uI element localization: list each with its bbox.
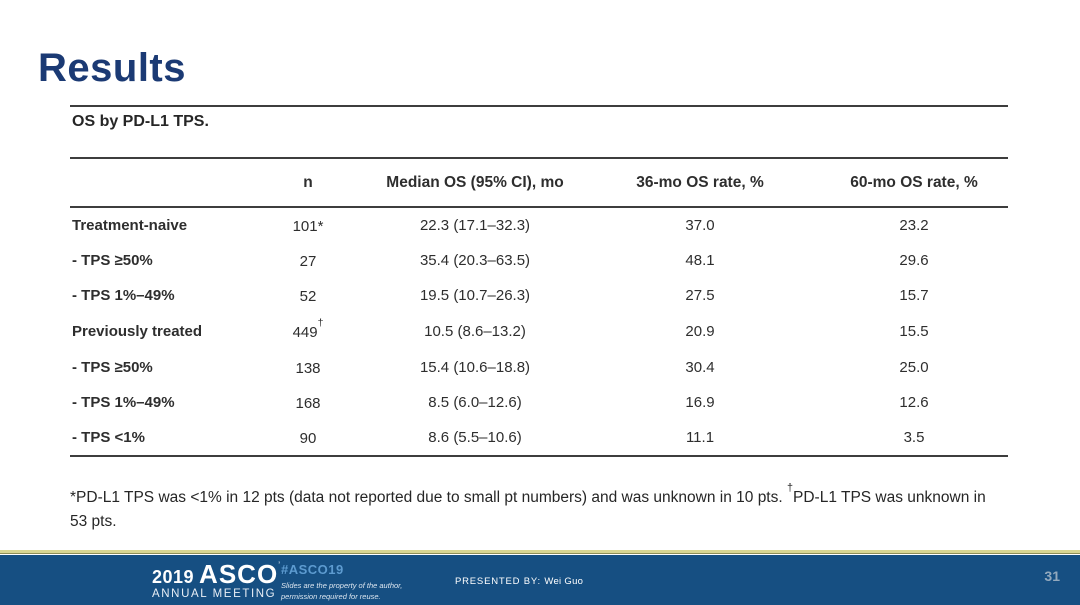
table-footnote: *PD-L1 TPS was <1% in 12 pts (data not r… <box>70 482 1008 533</box>
table-row: - TPS ≥50% 27 35.4 (20.3–63.5) 48.1 29.6 <box>70 243 1008 279</box>
asco-logo-top: 2019 ASCO’ <box>152 559 281 589</box>
n-value: 168 <box>295 395 321 413</box>
table-row: Previously treated 449† 10.5 (8.6–13.2) … <box>70 314 1008 350</box>
disclaimer-line-1: Slides are the property of the author, <box>281 581 403 590</box>
footnote-dagger: † <box>786 482 794 495</box>
cell-n: 449† <box>246 314 370 350</box>
cell-36mo: 37.0 <box>685 216 715 234</box>
row-label: - TPS ≥50% <box>72 251 153 269</box>
row-label: Treatment-naive <box>72 216 188 234</box>
cell-median-os: 15.4 (10.6–18.8) <box>419 358 531 376</box>
table-row: - TPS 1%–49% 52 19.5 (10.7–26.3) 27.5 15… <box>70 278 1008 314</box>
table-row: - TPS ≥50% 138 15.4 (10.6–18.8) 30.4 25.… <box>70 349 1008 385</box>
n-superscript: † <box>317 317 324 330</box>
column-header-36mo: 36-mo OS rate, % <box>580 158 820 208</box>
table-row: - TPS <1% 90 8.6 (5.5–10.6) 11.1 3.5 <box>70 421 1008 457</box>
n-value: 52 <box>299 288 317 306</box>
cell-n: 52 <box>246 278 370 314</box>
column-header-n: n <box>246 158 370 208</box>
table-row: Treatment-naive 101* 22.3 (17.1–32.3) 37… <box>70 207 1008 243</box>
table-row: - TPS 1%–49% 168 8.5 (6.0–12.6) 16.9 12.… <box>70 385 1008 421</box>
presented-by: PRESENTED BY: Wei Guo <box>455 576 583 587</box>
n-value: 90 <box>299 430 317 448</box>
asco-logo: 2019 ASCO’ ANNUAL MEETING <box>152 561 280 601</box>
cell-36mo: 30.4 <box>685 358 715 376</box>
footnote-asterisk-text: *PD-L1 TPS was <1% in 12 pts (data not r… <box>70 489 787 507</box>
cell-60mo: 12.6 <box>899 394 929 412</box>
cell-36mo: 16.9 <box>685 394 715 412</box>
slide-title: Results <box>38 46 186 90</box>
cell-60mo: 23.2 <box>899 216 929 234</box>
cell-median-os: 19.5 (10.7–26.3) <box>419 287 531 305</box>
footer-bar: 2019 ASCO’ ANNUAL MEETING #ASCO19 Slides … <box>0 555 1080 605</box>
row-label: - TPS <1% <box>72 429 145 447</box>
row-label: - TPS 1%–49% <box>72 287 175 305</box>
presenter-name: Wei Guo <box>544 576 584 587</box>
column-header-60mo: 60-mo OS rate, % <box>820 158 1008 208</box>
table-header-row: n Median OS (95% CI), mo 36-mo OS rate, … <box>70 158 1008 208</box>
slide-page-number: 31 <box>1044 568 1060 584</box>
asco-logo-subtitle: ANNUAL MEETING <box>152 588 277 600</box>
n-value: 101* <box>292 217 324 235</box>
n-value: 449 <box>292 324 318 342</box>
results-table-section: OS by PD-L1 TPS. n Median OS (95% CI), m… <box>70 105 1008 533</box>
slide-disclaimer: Slides are the property of the author, p… <box>281 581 402 602</box>
disclaimer-line-2: permission required for reuse. <box>281 591 381 601</box>
cell-n: 101* <box>246 207 370 243</box>
hashtag-text: #ASCO19 <box>281 562 344 577</box>
asco-logo-year: 2019 <box>152 567 195 587</box>
cell-median-os: 8.6 (5.5–10.6) <box>428 429 522 447</box>
cell-36mo: 48.1 <box>685 251 715 269</box>
cell-median-os: 35.4 (20.3–63.5) <box>419 251 531 269</box>
cell-median-os: 8.5 (6.0–12.6) <box>428 394 522 412</box>
column-header-blank <box>70 158 246 208</box>
cell-n: 168 <box>246 385 370 421</box>
cell-60mo: 3.5 <box>903 429 925 447</box>
cell-36mo: 27.5 <box>685 287 715 305</box>
presented-by-label: PRESENTED BY: <box>455 576 541 587</box>
cell-60mo: 15.7 <box>899 287 929 305</box>
cell-median-os: 10.5 (8.6–13.2) <box>424 323 526 341</box>
cell-n: 27 <box>246 243 370 279</box>
asco-logo-name: ASCO <box>199 559 279 589</box>
n-value: 27 <box>299 252 317 270</box>
cell-60mo: 25.0 <box>899 358 929 376</box>
row-label: - TPS 1%–49% <box>72 394 175 412</box>
cell-median-os: 22.3 (17.1–32.3) <box>419 216 531 234</box>
footnote-dagger-text: PD-L1 TPS was unknown in 53 pts. <box>70 489 986 530</box>
cell-n: 138 <box>246 349 370 385</box>
footer-gold-divider <box>0 550 1080 554</box>
cell-36mo: 20.9 <box>685 323 715 341</box>
row-label: - TPS ≥50% <box>72 358 153 376</box>
asco-logo-trademark-mark: ’ <box>278 560 281 570</box>
cell-36mo: 11.1 <box>685 429 715 447</box>
results-table: n Median OS (95% CI), mo 36-mo OS rate, … <box>70 157 1008 458</box>
row-label: Previously treated <box>72 323 203 341</box>
table-caption: OS by PD-L1 TPS. <box>70 105 1008 157</box>
cell-n: 90 <box>246 421 370 457</box>
cell-60mo: 29.6 <box>899 251 929 269</box>
column-header-median-os: Median OS (95% CI), mo <box>370 158 580 208</box>
cell-60mo: 15.5 <box>899 323 929 341</box>
n-value: 138 <box>295 359 321 377</box>
hashtag-block: #ASCO19 Slides are the property of the a… <box>281 562 402 602</box>
